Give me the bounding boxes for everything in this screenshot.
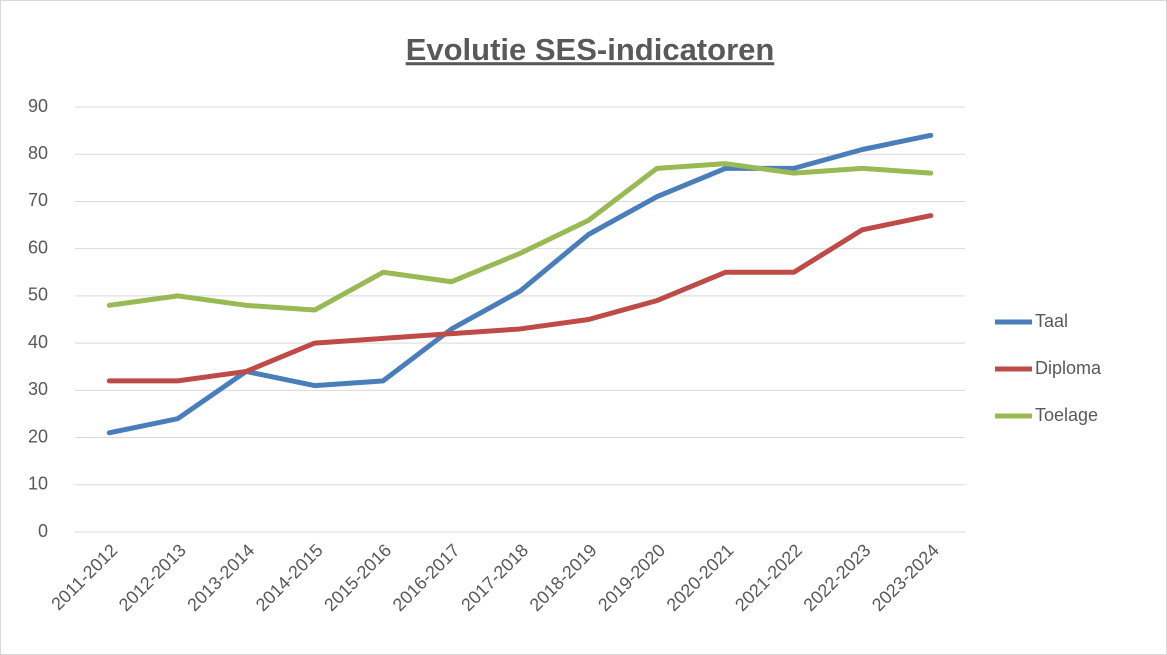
y-tick-label: 30 — [28, 379, 48, 399]
y-tick-label: 20 — [28, 426, 48, 446]
line-series — [106, 213, 934, 384]
y-tick-label: 10 — [28, 474, 48, 494]
y-tick-label: 60 — [28, 237, 48, 257]
chart-title: Evolutie SES-indicatoren — [406, 32, 775, 67]
y-tick-label: 70 — [28, 190, 48, 210]
line-series — [106, 161, 934, 313]
y-tick-label: 40 — [28, 332, 48, 352]
legend-label: Taal — [1035, 311, 1068, 331]
y-tick-label: 90 — [28, 96, 48, 116]
y-tick-label: 50 — [28, 285, 48, 305]
y-tick-label: 80 — [28, 143, 48, 163]
legend-label: Toelage — [1035, 405, 1098, 425]
legend-label: Diploma — [1035, 358, 1102, 378]
y-tick-label: 0 — [38, 521, 48, 541]
